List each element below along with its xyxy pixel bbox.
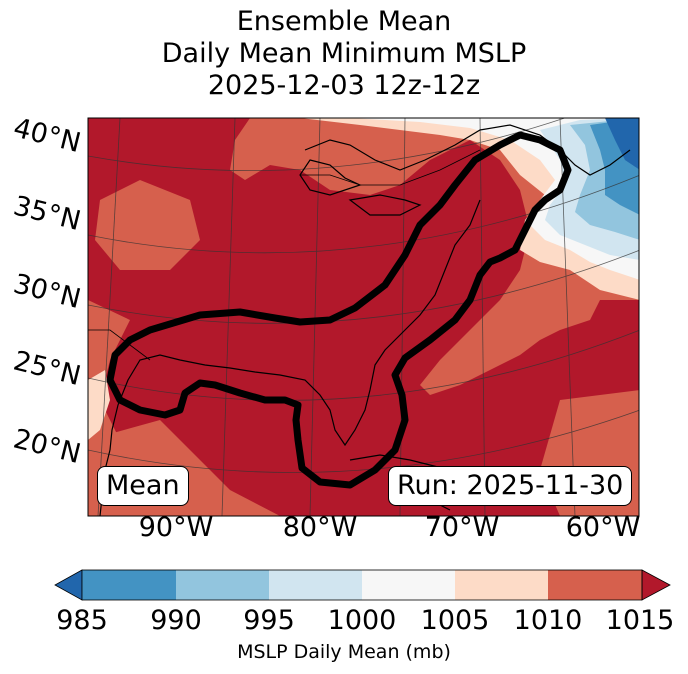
colorbar-cell-995 [269,570,362,600]
colorbar-tick-995: 995 [243,605,295,636]
colorbar-tick-1005: 1005 [420,605,490,636]
field-1005-west [88,370,110,440]
colorbar [54,569,671,601]
colorbar-label: MSLP Daily Mean (mb) [237,641,451,663]
field-980 [605,118,639,170]
title-line-2: Daily Mean Minimum MSLP [161,38,527,69]
mslp-field [88,118,639,516]
probability-contour [106,131,572,489]
colorbar-cell-1010 [548,570,642,600]
title-line-3: 2025-12-03 12z-12z [207,70,481,101]
field-1010-gulf [95,180,200,270]
colorbar-cell-1000 [362,570,455,600]
mean-label-box: Mean [97,466,189,506]
lon-label-70w: 70°W [424,512,500,543]
lon-label-60w: 60°W [565,512,641,543]
colorbar-tick-990: 990 [150,605,202,636]
colorbar-tick-985: 985 [56,605,108,636]
lon-label-90w: 90°W [138,512,214,543]
run-label-box: Run: 2025-11-30 [388,466,633,506]
colorbar-extend-low [54,569,83,601]
colorbar-cell-990 [176,570,269,600]
colorbar-tick-1015: 1015 [605,605,675,636]
colorbar-cell-1005 [455,570,548,600]
graticule [88,118,639,516]
colorbar-extend-high [641,569,671,601]
colorbar-tick-1010: 1010 [513,605,583,636]
borders [88,149,481,361]
colorbar-cell-985 [82,570,176,600]
map-frame [87,117,640,517]
lon-label-80w: 80°W [282,512,358,543]
title-line-1: Ensemble Mean [236,6,452,37]
colorbar-tick-1000: 1000 [327,605,397,636]
